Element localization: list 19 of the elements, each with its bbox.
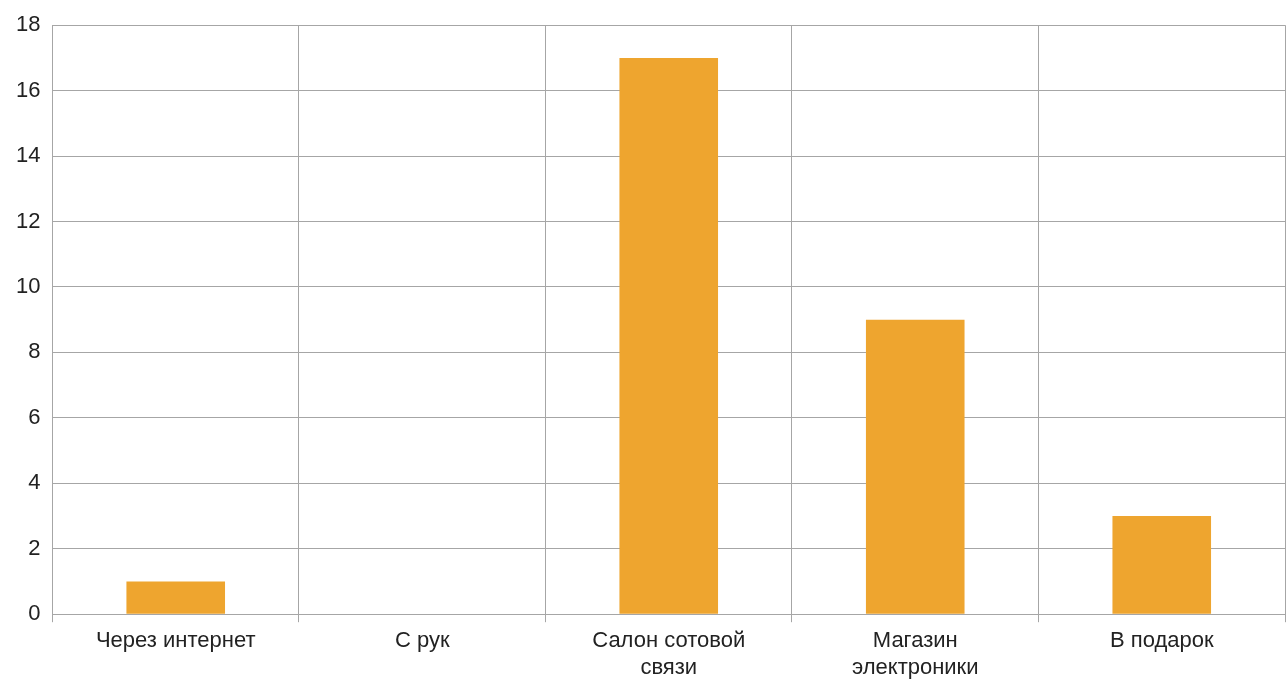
y-tick-label: 14 [15,142,41,168]
y-tick-label: 4 [28,469,41,495]
y-tick-label: 12 [15,207,41,233]
x-tick-label: Через интернет [95,627,256,653]
y-tick-label: 10 [15,273,41,299]
x-tick-label: В подарок [1109,627,1214,653]
x-tick-label: Салон сотовой связи [592,627,746,679]
bar [126,581,226,614]
bar [865,319,965,614]
bar [619,57,719,614]
bar [1112,516,1212,614]
y-tick-label: 0 [28,600,41,626]
x-tick-label: Магазин электроники [851,627,979,679]
x-tick-label: С рук [394,627,450,653]
y-tick-label: 16 [15,76,41,102]
y-tick-label: 18 [15,11,41,37]
y-tick-label: 8 [28,338,41,364]
y-tick-label: 2 [28,534,41,560]
y-tick-label: 6 [28,403,41,429]
